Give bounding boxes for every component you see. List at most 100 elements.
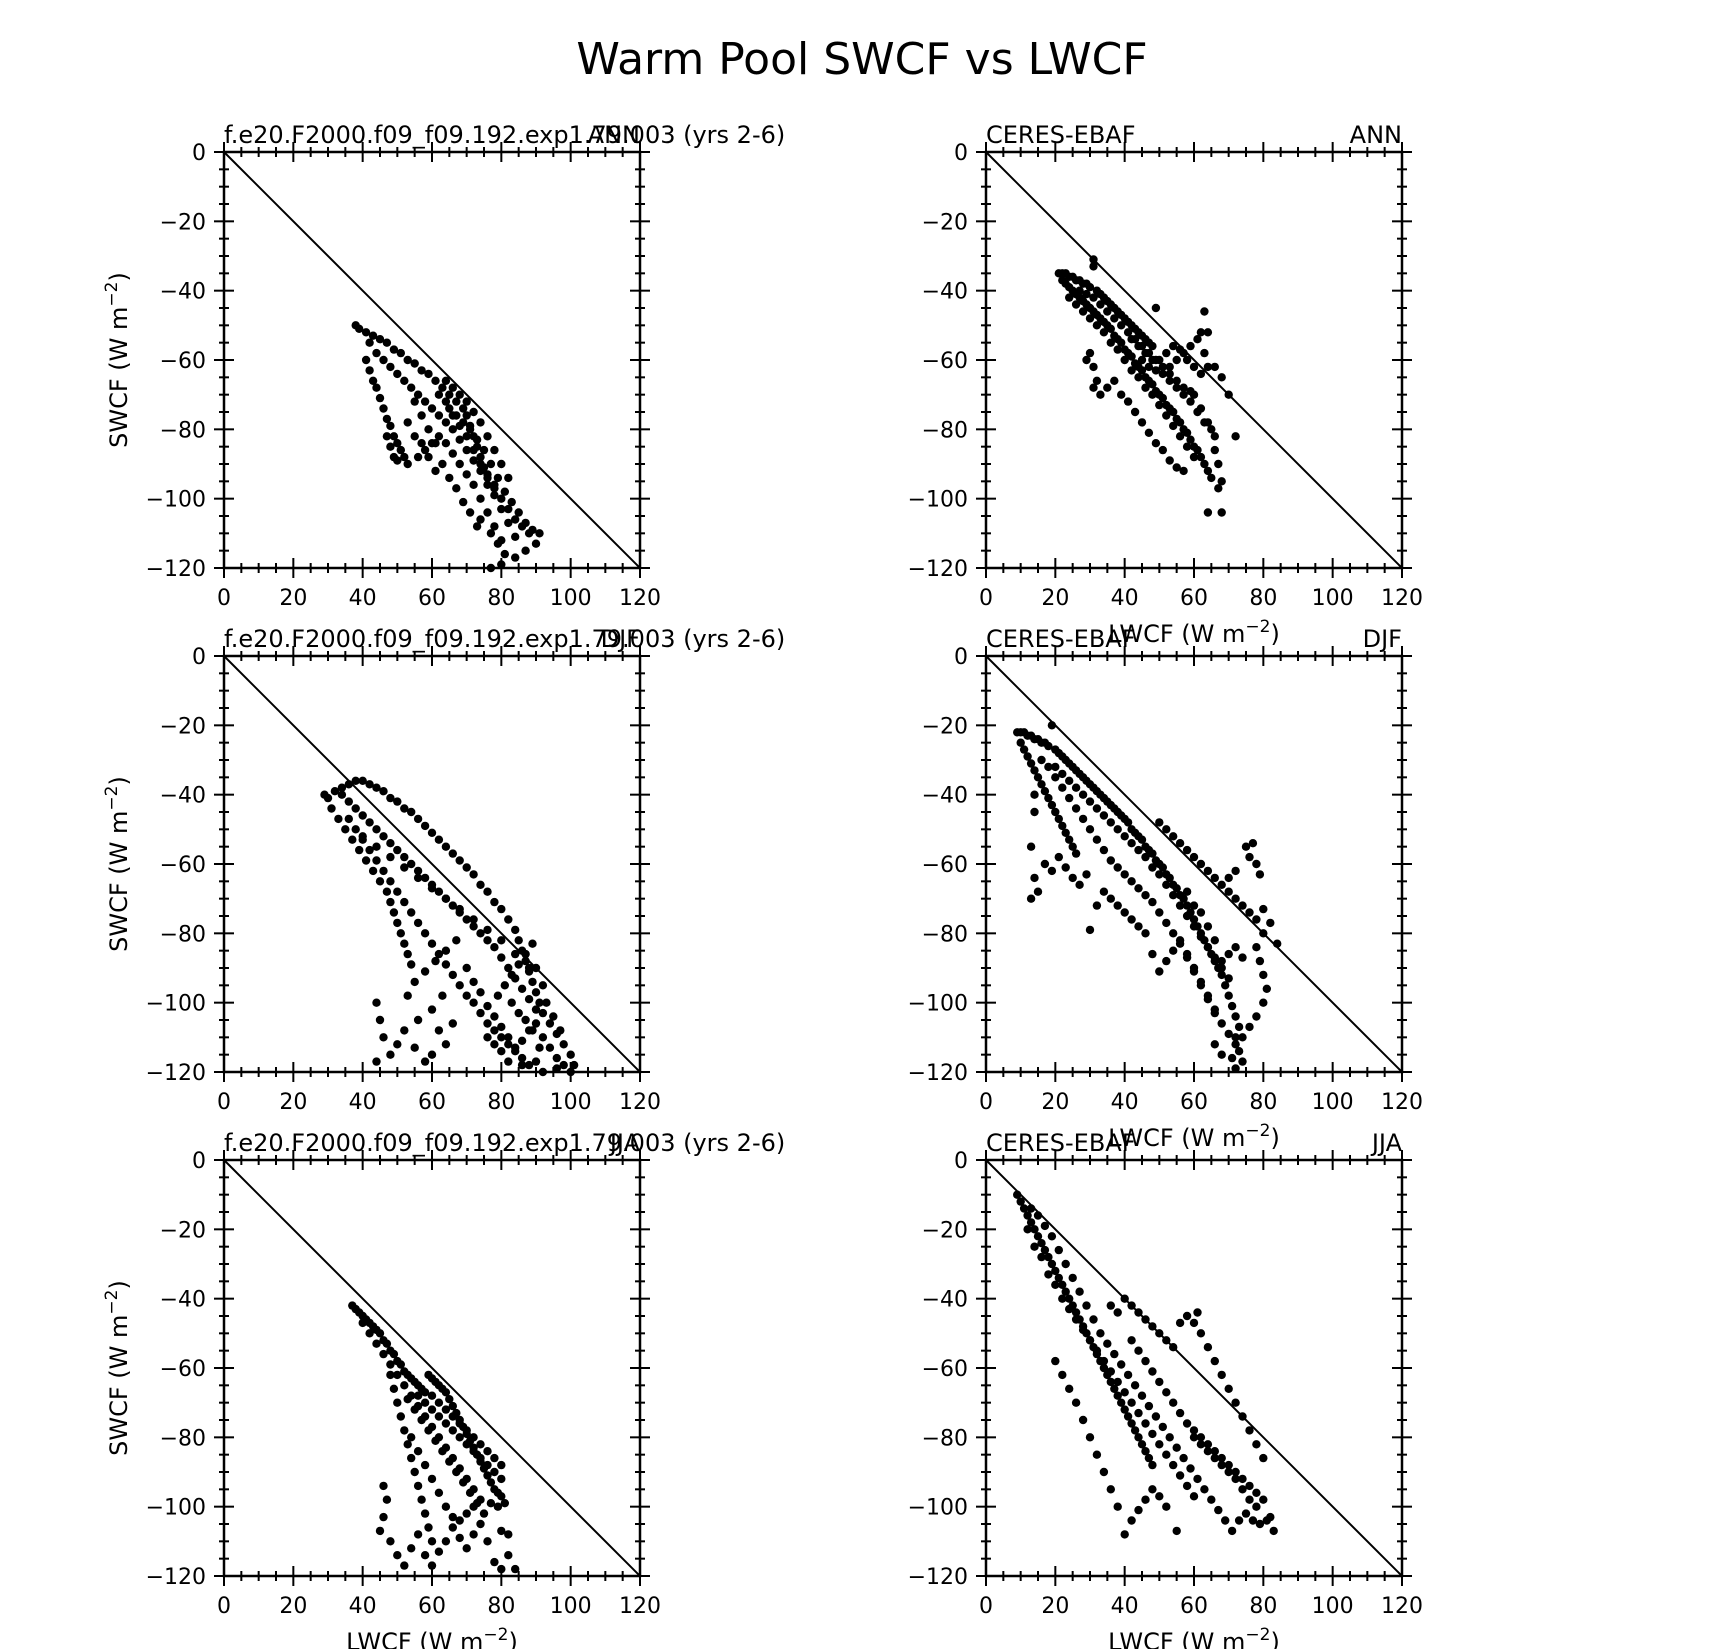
y-tick-label: −40 [160, 784, 206, 809]
data-point [386, 362, 395, 372]
data-point [344, 814, 353, 824]
data-point [1186, 1464, 1195, 1473]
x-tick-label: 60 [418, 586, 446, 611]
data-point [1186, 341, 1195, 351]
data-point [1148, 849, 1157, 858]
data-point [1130, 335, 1140, 344]
data-point [400, 1426, 409, 1435]
data-point [1259, 998, 1268, 1007]
data-point [483, 1019, 492, 1028]
data-point [1248, 1516, 1258, 1525]
data-point [441, 397, 451, 406]
x-tick-label: 120 [1381, 586, 1423, 611]
data-point [472, 522, 482, 531]
panel-season-label: JJA [1370, 1129, 1403, 1157]
data-point [403, 1395, 412, 1404]
x-tick-label: 100 [1312, 1594, 1354, 1619]
data-point [1172, 383, 1181, 392]
data-point [514, 936, 523, 945]
data-point [493, 473, 503, 483]
x-tick-label: 120 [619, 586, 661, 611]
data-point [361, 328, 371, 337]
data-point [1016, 738, 1025, 747]
y-tick-label: −40 [160, 1288, 206, 1313]
data-point [1238, 901, 1247, 910]
data-point [1210, 1008, 1220, 1018]
data-point [1259, 904, 1268, 914]
data-point [469, 915, 478, 924]
data-point [556, 1026, 565, 1035]
panel-case-label: CERES-EBAF [986, 121, 1136, 149]
x-tick-label: 80 [1249, 1594, 1277, 1619]
data-point [483, 480, 492, 489]
x-tick-label: 80 [1249, 1090, 1277, 1115]
data-point [410, 1405, 419, 1414]
data-point [476, 459, 485, 469]
data-point [448, 970, 457, 980]
data-point [1217, 963, 1226, 973]
data-point [1231, 1064, 1240, 1073]
data-point [1141, 383, 1150, 392]
data-point [517, 1060, 527, 1070]
data-point [1169, 1398, 1178, 1407]
data-point [535, 1043, 544, 1052]
data-point [535, 998, 544, 1007]
data-point [1238, 1474, 1247, 1484]
data-point [1040, 1245, 1050, 1255]
data-point [455, 1419, 464, 1428]
y-tick-label: −40 [922, 1288, 968, 1313]
data-point [427, 404, 437, 413]
data-point [400, 897, 409, 907]
data-point [1259, 1495, 1268, 1504]
data-point [1106, 818, 1116, 827]
data-point [1061, 1259, 1070, 1269]
panel-season-label: DJF [1363, 625, 1402, 653]
data-point [427, 939, 437, 948]
data-point [372, 1057, 381, 1066]
data-point [1224, 1467, 1233, 1477]
data-point [375, 393, 385, 403]
one-to-one-line [223, 655, 641, 1073]
data-point [1137, 418, 1147, 427]
y-tick-label: −100 [908, 488, 968, 513]
data-point [379, 1033, 388, 1042]
data-point [1182, 1419, 1192, 1428]
data-point [511, 553, 520, 562]
data-point [420, 397, 430, 406]
data-point [1207, 425, 1216, 434]
data-point [455, 421, 464, 431]
data-point [465, 1488, 475, 1498]
data-point [490, 491, 499, 500]
data-point [469, 1433, 478, 1442]
y-tick-label: −80 [160, 418, 206, 443]
data-point [514, 508, 523, 517]
data-point [1113, 863, 1122, 872]
data-point [538, 1033, 548, 1042]
data-point [393, 1551, 402, 1560]
panel-season-label: DJF [601, 625, 640, 653]
data-point [1165, 376, 1174, 385]
data-point [504, 518, 513, 528]
data-point [1186, 397, 1195, 406]
data-point [389, 908, 399, 917]
data-point [393, 1040, 402, 1049]
data-point [1231, 1040, 1240, 1049]
data-point [1127, 1301, 1136, 1310]
data-point [1110, 1384, 1119, 1394]
data-point [1061, 1287, 1070, 1296]
data-point [455, 459, 464, 469]
data-point [462, 1509, 471, 1518]
data-point [448, 425, 457, 434]
data-point [1207, 473, 1216, 483]
data-point [1089, 262, 1098, 271]
panel-season-label: ANN [588, 121, 640, 149]
data-point [1078, 1415, 1088, 1425]
y-tick-label: −60 [160, 349, 206, 374]
data-point [1151, 1412, 1161, 1421]
data-point [1117, 338, 1126, 347]
data-point [1023, 752, 1032, 761]
data-point [1033, 887, 1043, 896]
data-point [1217, 1453, 1226, 1463]
data-point [382, 414, 392, 424]
data-point [1061, 863, 1070, 872]
